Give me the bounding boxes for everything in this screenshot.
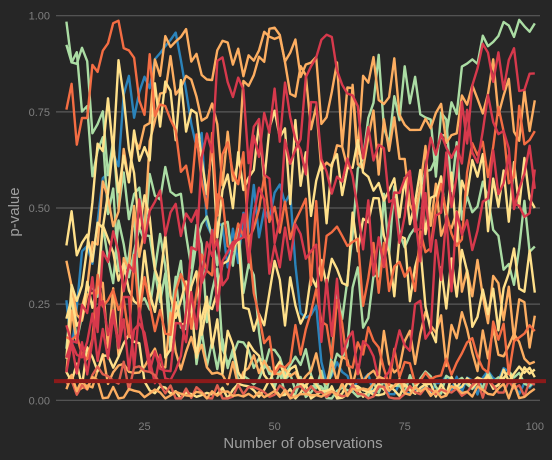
y-tick-label: 0.75: [29, 107, 50, 119]
x-axis-title: Number of observations: [223, 435, 382, 452]
series-line: [65, 81, 536, 359]
y-tick-labels: 0.00 0.25 0.50 0.75 1.00: [29, 11, 50, 408]
series-line: [65, 193, 536, 387]
x-tick-label: 75: [399, 421, 411, 433]
series-line: [65, 26, 536, 357]
y-axis-title: p-value: [6, 187, 23, 236]
y-tick-label: 0.25: [29, 299, 50, 311]
series-line: [65, 374, 536, 400]
series-line: [65, 19, 536, 307]
series-line: [65, 149, 536, 382]
x-tick-label: 25: [138, 421, 150, 433]
y-tick-label: 0.00: [29, 395, 50, 407]
y-tick-label: 1.00: [29, 11, 50, 23]
x-tick-label: 50: [268, 421, 280, 433]
series-line: [65, 78, 536, 263]
series-lines: [65, 18, 536, 400]
y-tick-label: 0.50: [29, 203, 50, 215]
series-line: [65, 59, 536, 359]
x-tick-labels: 25 50 75 100: [138, 421, 544, 433]
series-line: [65, 44, 536, 394]
series-line: [65, 31, 536, 396]
x-tick-label: 100: [526, 421, 544, 433]
